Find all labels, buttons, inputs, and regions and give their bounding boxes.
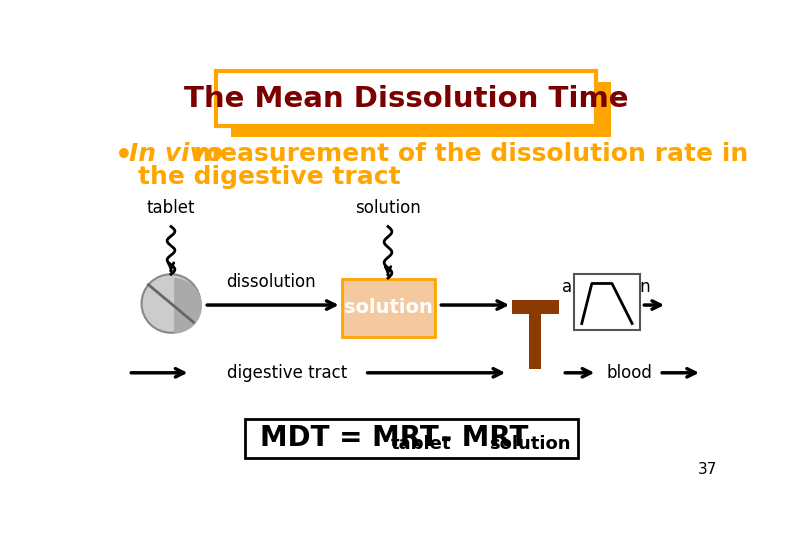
Text: blood: blood (607, 364, 653, 382)
Text: absorption: absorption (562, 278, 651, 296)
Circle shape (142, 274, 200, 333)
Text: 37: 37 (698, 462, 718, 477)
Bar (342, 279, 434, 336)
Bar (216, 71, 595, 126)
Text: solution: solution (488, 435, 570, 453)
Text: digestive tract: digestive tract (227, 364, 347, 382)
Wedge shape (174, 278, 202, 334)
Text: tablet: tablet (390, 435, 451, 453)
Text: the digestive tract: the digestive tract (139, 165, 401, 189)
Bar (512, 300, 559, 314)
Bar (245, 419, 578, 457)
Text: solution: solution (343, 298, 433, 317)
Text: measurement of the dissolution rate in: measurement of the dissolution rate in (185, 142, 748, 166)
Bar (529, 314, 541, 369)
Text: - MRT: - MRT (431, 424, 528, 453)
Bar (574, 274, 640, 330)
Bar (232, 82, 612, 137)
Text: dissolution: dissolution (226, 273, 316, 291)
Text: •: • (115, 142, 133, 170)
Text: MDT = MRT: MDT = MRT (260, 424, 439, 453)
Text: In vivo: In vivo (129, 142, 223, 166)
Text: The Mean Dissolution Time: The Mean Dissolution Time (184, 85, 628, 113)
Text: tablet: tablet (147, 199, 195, 217)
Text: solution: solution (355, 199, 421, 217)
